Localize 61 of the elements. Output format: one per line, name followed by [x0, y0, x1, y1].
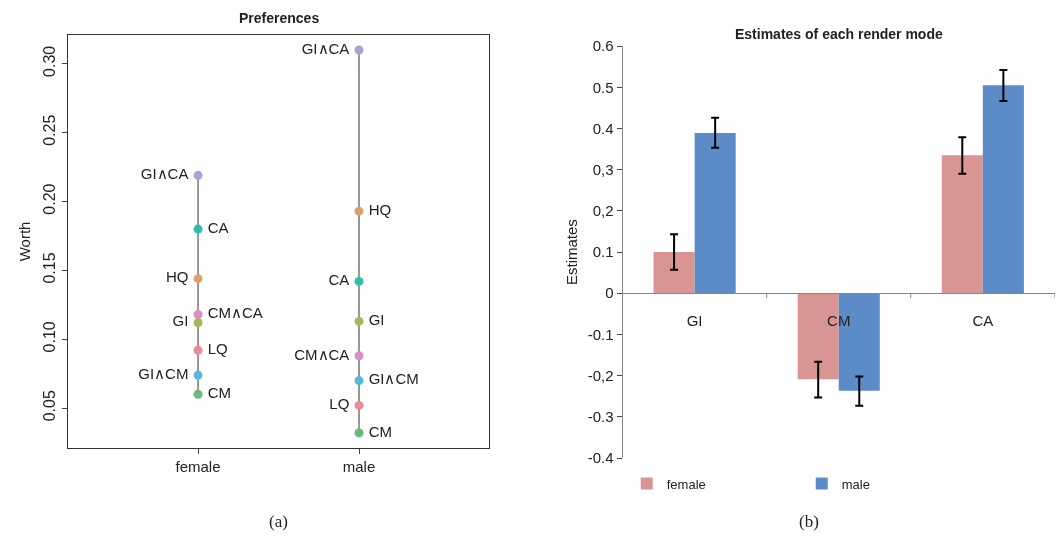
y-tick-label: -0.1	[587, 325, 614, 343]
point	[354, 351, 364, 361]
y-tick-label: -0.3	[587, 408, 614, 426]
point	[354, 316, 364, 326]
text: GI∧CM	[138, 364, 189, 382]
text: GI∧CA	[140, 165, 189, 183]
y-tick-label: 0,2	[592, 202, 614, 220]
point	[193, 309, 203, 319]
series-label: CM∧CA	[204, 304, 266, 322]
point	[354, 376, 364, 386]
point	[354, 428, 364, 438]
point	[354, 45, 364, 55]
point	[193, 274, 203, 284]
chart-title: Estimates of each render mode	[735, 26, 943, 42]
point	[193, 345, 203, 355]
series-label: CA	[204, 218, 232, 236]
text: (b)	[799, 512, 819, 531]
series-label: GI∧CA	[298, 39, 353, 57]
text: (a)	[269, 512, 288, 531]
x-tick-label: CA	[972, 312, 994, 330]
y-tick-label: 0.25	[41, 114, 59, 146]
bar	[694, 133, 736, 294]
chart-title: Preferences	[239, 10, 320, 26]
y-tick-label: 0.20	[41, 183, 59, 215]
legend-label: female	[666, 476, 706, 492]
series-label: CM	[204, 384, 235, 402]
y-axis-title: Worth	[16, 221, 34, 262]
series-label: GI∧CM	[365, 370, 422, 388]
bar	[982, 85, 1024, 294]
y-axis-title: Estimates	[562, 219, 580, 285]
y-tick-label: 0.6	[592, 37, 614, 55]
y-tick-label: 0.1	[592, 243, 614, 261]
y-tick-label: 0.30	[41, 45, 59, 77]
y-tick-label: -0,2	[587, 366, 614, 384]
point	[193, 224, 203, 234]
bar	[653, 252, 695, 294]
point	[354, 400, 364, 410]
y-tick-label: 0,3	[592, 160, 614, 178]
point	[193, 370, 203, 380]
y-tick-label: 0	[605, 284, 614, 302]
series-label: LQ	[204, 340, 231, 358]
y-tick-label: 0.10	[41, 321, 59, 353]
text: CA	[328, 271, 350, 289]
point	[354, 206, 364, 216]
text: HQ	[165, 268, 189, 286]
text: CM∧CA	[294, 345, 350, 363]
point	[354, 276, 364, 286]
bar	[941, 155, 983, 294]
legend-label: male	[841, 476, 870, 492]
point	[193, 170, 203, 180]
text: CM	[368, 422, 392, 440]
y-tick-label: 0.4	[592, 119, 614, 137]
point	[193, 389, 203, 399]
point	[193, 318, 203, 328]
text: LQ	[329, 395, 350, 413]
y-tick-label: -0.4	[587, 449, 614, 467]
y-tick-label: 0.15	[41, 252, 59, 284]
x-tick-label: GI	[686, 312, 703, 330]
series-label: HQ	[365, 200, 395, 218]
y-tick-label: 0.05	[41, 390, 59, 422]
y-tick-label: 0.5	[592, 78, 614, 96]
